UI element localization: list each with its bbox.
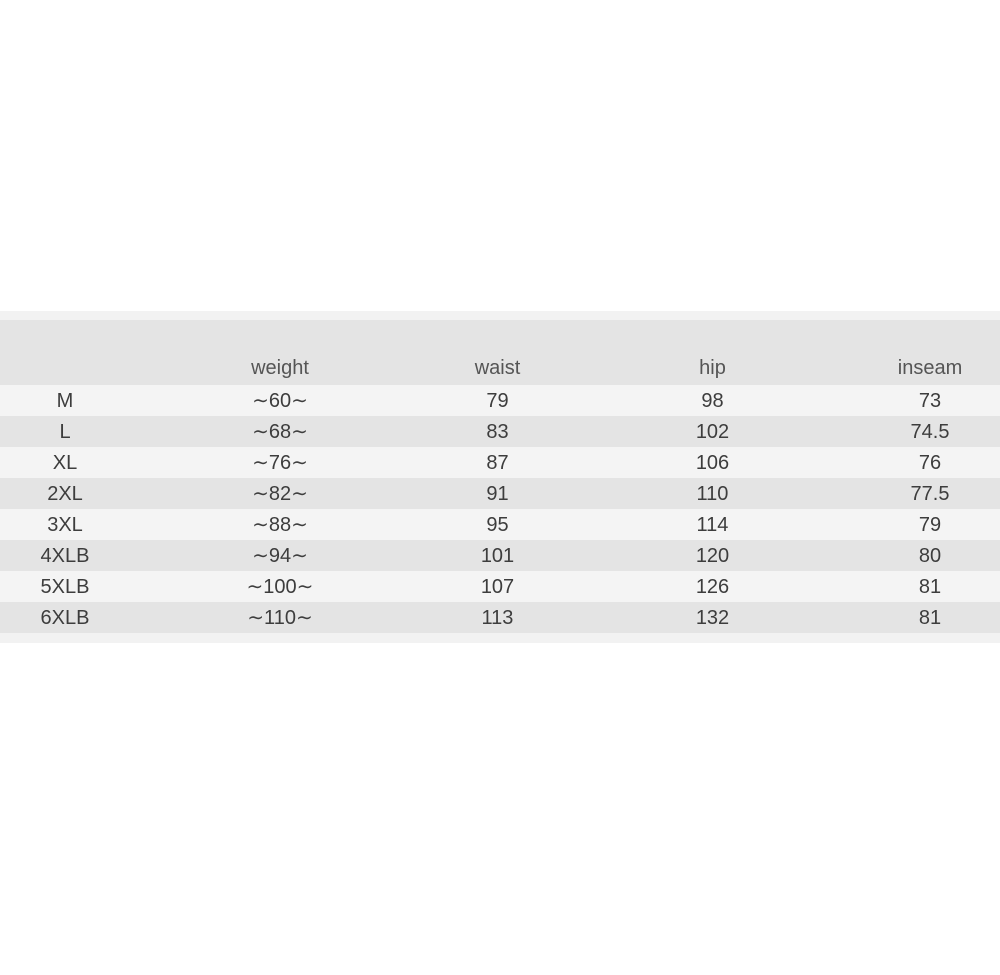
weight-cell: ∼82∼ bbox=[252, 482, 308, 505]
hip-cell: 132 bbox=[695, 606, 730, 629]
hip-cell: 114 bbox=[696, 513, 729, 536]
waist-cell: 83 bbox=[486, 420, 509, 443]
hip-cell: 110 bbox=[696, 482, 729, 505]
size-cell: 5XLB bbox=[40, 575, 90, 598]
size-cell: M bbox=[56, 389, 74, 412]
col-header-weight: weight bbox=[251, 357, 309, 379]
weight-cell: ∼76∼ bbox=[252, 451, 308, 474]
table-row-xl: XL ∼76∼ 87 106 76 bbox=[0, 447, 1000, 478]
table-row-l: L ∼68∼ 83 102 74.5 bbox=[0, 416, 1000, 447]
table-bottom-strip bbox=[0, 633, 1000, 643]
table-row-6xlb: 6XLB ∼110∼ 113 132 81 bbox=[0, 602, 1000, 633]
inseam-cell: 81 bbox=[918, 606, 942, 629]
hip-cell: 98 bbox=[701, 389, 724, 412]
inseam-cell: 81 bbox=[918, 575, 942, 598]
col-header-inseam: inseam bbox=[897, 357, 963, 379]
size-cell: 2XL bbox=[47, 482, 83, 505]
hip-cell: 106 bbox=[695, 451, 730, 474]
waist-cell: 107 bbox=[480, 575, 515, 598]
col-header-hip: hip bbox=[699, 357, 726, 379]
inseam-cell: 73 bbox=[918, 389, 942, 412]
table-row-2xl: 2XL ∼82∼ 91 110 77.5 bbox=[0, 478, 1000, 509]
inseam-cell: 74.5 bbox=[910, 420, 950, 443]
waist-cell: 101 bbox=[480, 544, 515, 567]
size-cell: 6XLB bbox=[40, 606, 90, 629]
size-chart-table: weight waist hip inseam M ∼60∼ 79 98 73 … bbox=[0, 311, 1000, 643]
hip-cell: 126 bbox=[695, 575, 730, 598]
table-top-strip bbox=[0, 311, 1000, 320]
hip-cell: 120 bbox=[695, 544, 730, 567]
inseam-cell: 76 bbox=[918, 451, 942, 474]
inseam-cell: 77.5 bbox=[910, 482, 950, 505]
weight-cell: ∼68∼ bbox=[252, 420, 308, 443]
weight-cell: ∼88∼ bbox=[252, 513, 308, 536]
inseam-cell: 80 bbox=[918, 544, 942, 567]
table-row-5xlb: 5XLB ∼100∼ 107 126 81 bbox=[0, 571, 1000, 602]
weight-cell: ∼110∼ bbox=[247, 606, 313, 629]
size-cell: 3XL bbox=[47, 513, 83, 536]
table-row-m: M ∼60∼ 79 98 73 bbox=[0, 385, 1000, 416]
waist-cell: 91 bbox=[486, 482, 509, 505]
col-header-size bbox=[0, 378, 130, 385]
waist-cell: 113 bbox=[481, 606, 514, 629]
hip-cell: 102 bbox=[695, 420, 730, 443]
table-header-row: weight waist hip inseam bbox=[0, 320, 1000, 385]
inseam-cell: 79 bbox=[918, 513, 942, 536]
weight-cell: ∼100∼ bbox=[246, 575, 314, 598]
size-cell: L bbox=[59, 420, 71, 443]
size-cell: 4XLB bbox=[40, 544, 90, 567]
table-row-4xlb: 4XLB ∼94∼ 101 120 80 bbox=[0, 540, 1000, 571]
weight-cell: ∼94∼ bbox=[252, 544, 308, 567]
weight-cell: ∼60∼ bbox=[252, 389, 308, 412]
waist-cell: 95 bbox=[486, 513, 509, 536]
waist-cell: 87 bbox=[486, 451, 509, 474]
col-header-waist: waist bbox=[474, 357, 521, 379]
table-row-3xl: 3XL ∼88∼ 95 114 79 bbox=[0, 509, 1000, 540]
waist-cell: 79 bbox=[486, 389, 509, 412]
size-cell: XL bbox=[52, 451, 78, 474]
